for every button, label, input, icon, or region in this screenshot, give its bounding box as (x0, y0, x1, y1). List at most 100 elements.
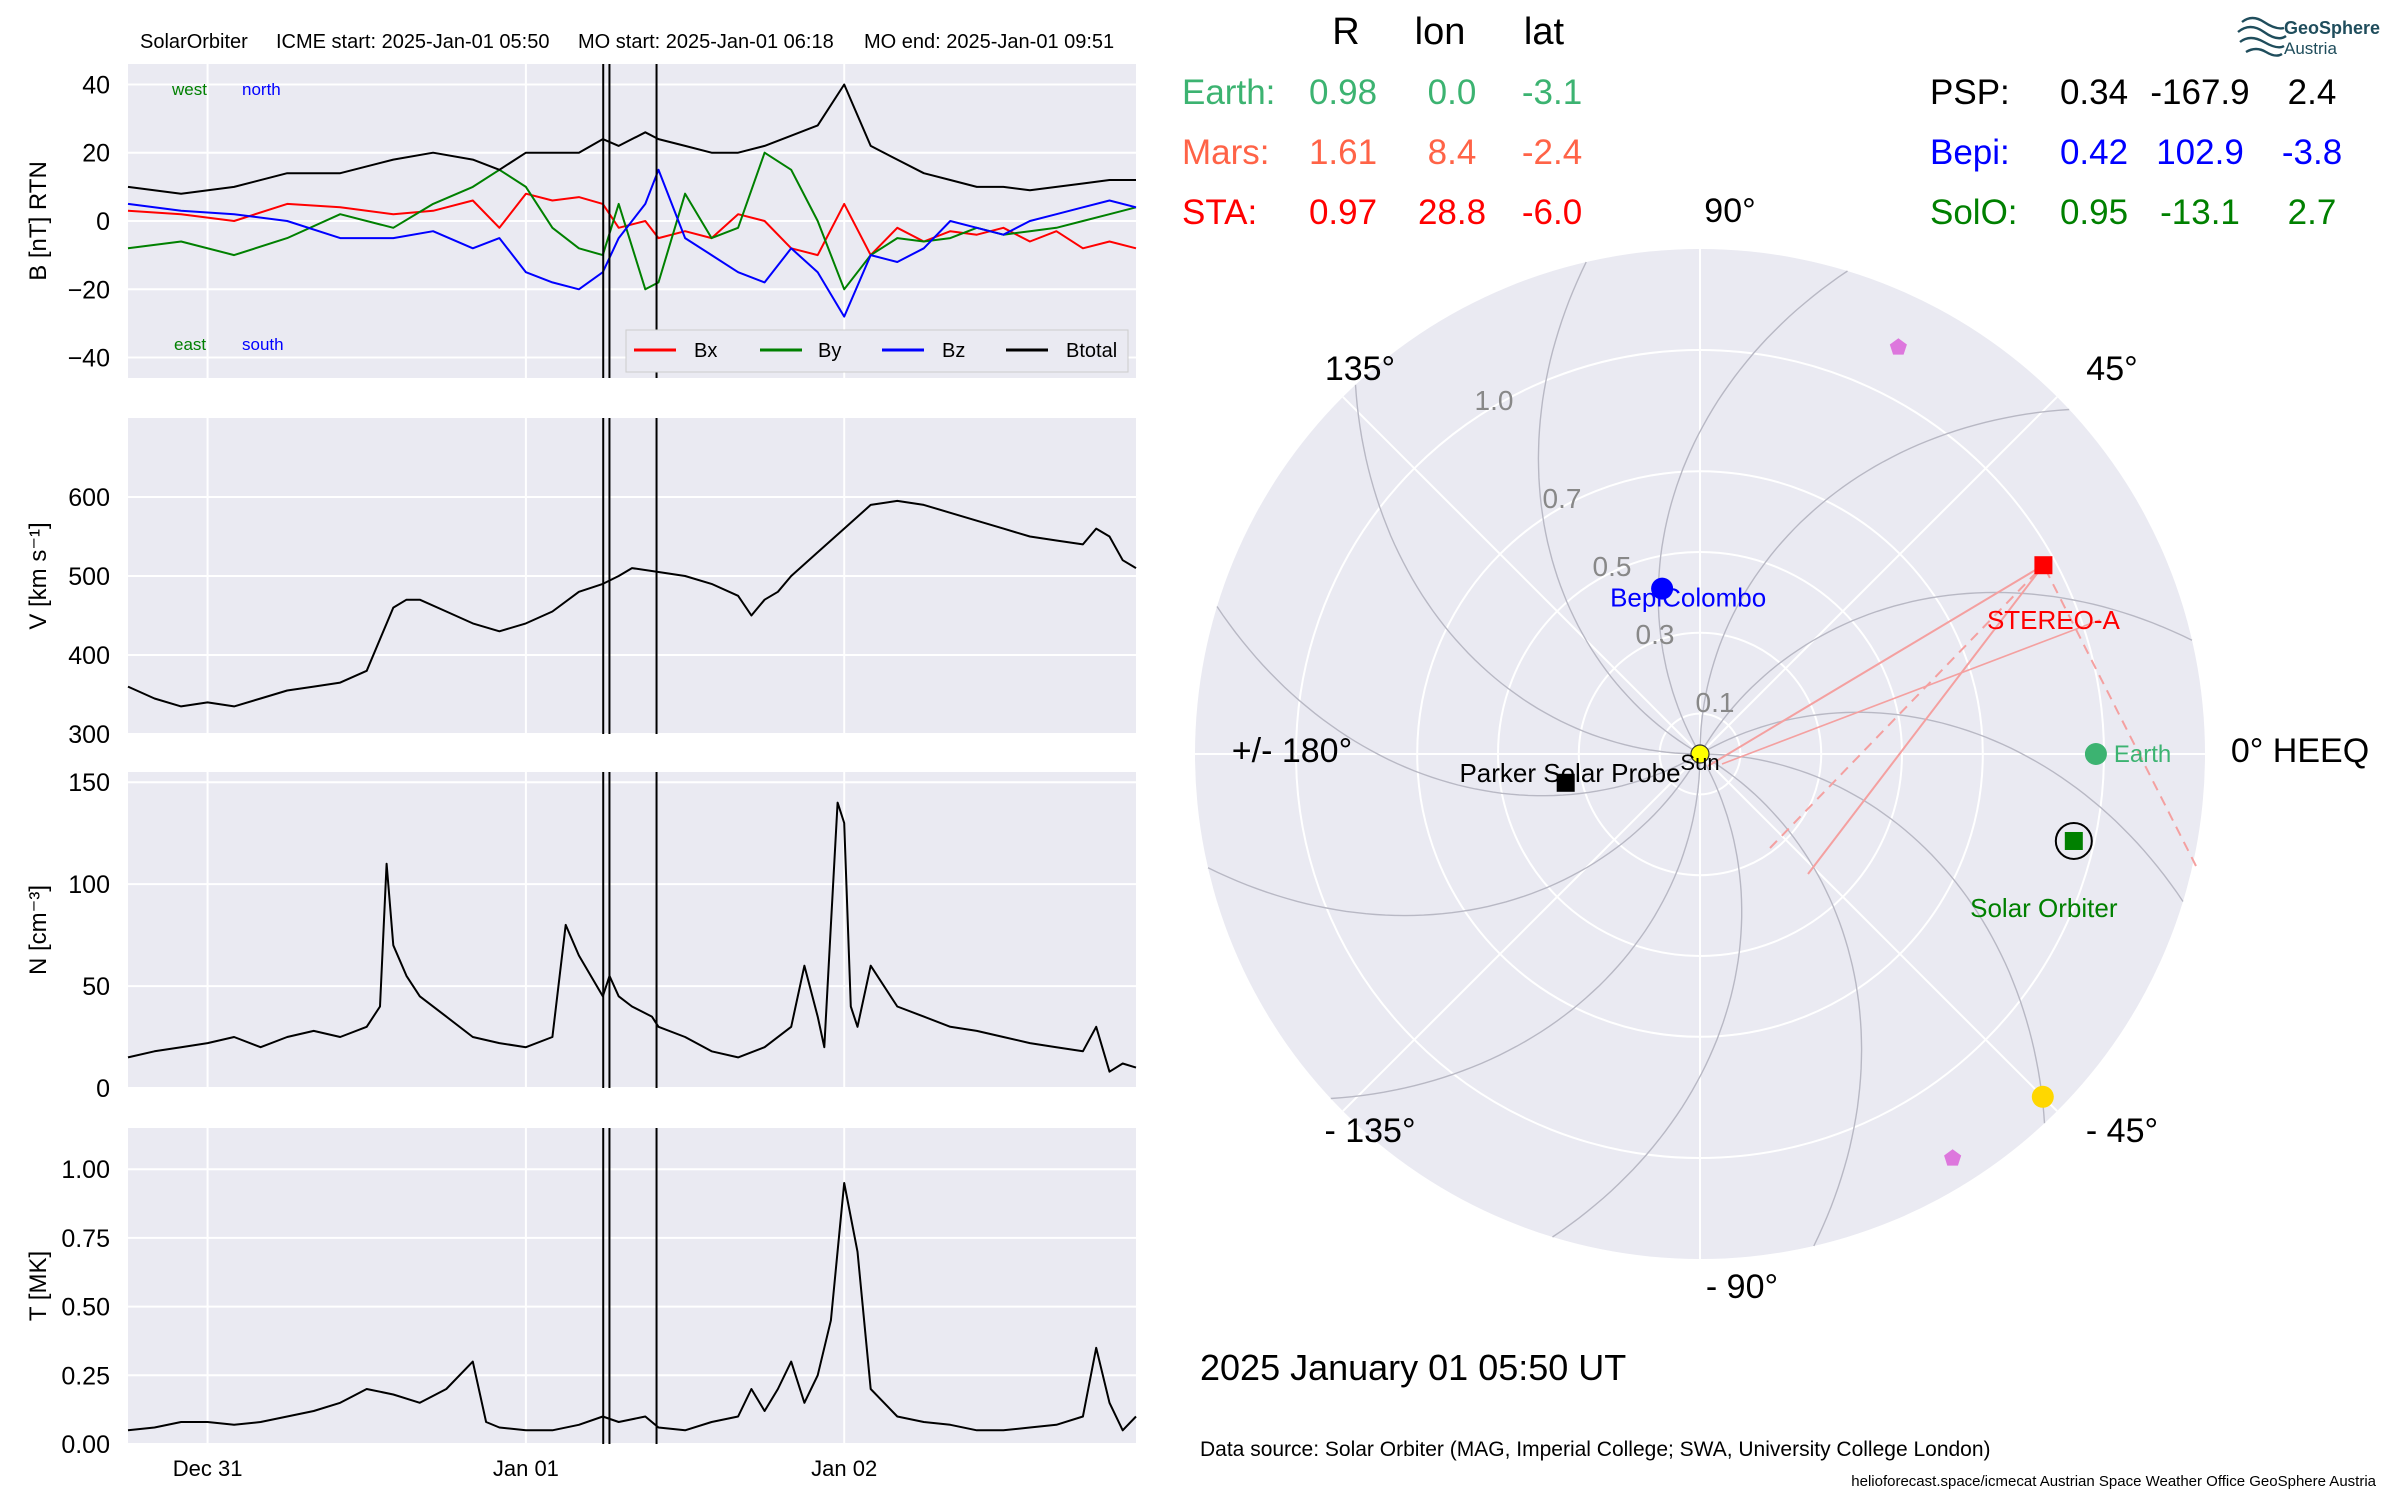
panel-V: 300 400 500 600 V [km s⁻¹] (25, 418, 1137, 749)
angular-gridline (1699, 753, 2058, 1112)
parker-spiral (1699, 753, 2046, 1124)
x-tick-label: Jan 02 (811, 1456, 877, 1481)
y-axis-label: V [km s⁻¹] (25, 522, 52, 629)
mo-start-label: MO start: 2025-Jan-01 06:18 (578, 31, 834, 53)
y-tick-label: 40 (82, 71, 110, 99)
radial-tick-label: 0.3 (1636, 619, 1675, 650)
y-tick-label: 0.75 (61, 1225, 110, 1253)
point-bepicolombo (1651, 577, 1674, 600)
solar-orbiter-ring (2054, 821, 2093, 860)
y-tick-label: 1.00 (61, 1156, 110, 1184)
parker-spiral (1699, 408, 2070, 755)
series-line-n (127, 801, 1137, 1073)
point-solar-orbiter-label: Solar Orbiter (1970, 893, 2118, 923)
row-lon-left: 28.8 (1418, 193, 1486, 232)
row-r-right: 0.95 (2060, 193, 2128, 232)
row-lat-right: 2.7 (2288, 193, 2337, 232)
row-r-left: 0.97 (1309, 193, 1377, 232)
y-tick-label: 300 (68, 721, 110, 749)
parker-spiral (1699, 711, 2184, 902)
row-lon-right: 102.9 (2156, 133, 2244, 172)
parker-spiral (1537, 261, 1701, 755)
row-lat-left: -3.1 (1522, 73, 1582, 112)
logo-line2: Austria (2284, 39, 2337, 58)
angle-label: - 135° (1324, 1112, 1415, 1150)
series-line-v (127, 499, 1137, 708)
panel-T: 0.00 0.25 0.50 0.75 1.00 T [MK] (25, 1128, 1137, 1459)
row-r-right: 0.42 (2060, 133, 2128, 172)
y-tick-label: 0.25 (61, 1362, 110, 1390)
y-tick-label: 0.50 (61, 1294, 110, 1322)
y-tick-label: −40 (68, 345, 110, 373)
table-header-lon: lon (1415, 11, 1466, 53)
row-lon-right: -13.1 (2160, 193, 2240, 232)
series-line-btotal (127, 83, 1136, 195)
point-pink-2 (1944, 1149, 1962, 1166)
point-earth (2084, 743, 2107, 765)
point-sun (1690, 744, 1710, 764)
b-legend: Bx By Bz Btotal (625, 329, 1129, 373)
spacecraft-label: SolarOrbiter (140, 31, 248, 53)
row-name-right: PSP: (1930, 73, 2010, 112)
row-r-left: 0.98 (1309, 73, 1377, 112)
table-header-r: R (1332, 11, 1359, 53)
radial-tick-label: 0.5 (1593, 551, 1632, 582)
row-name-left: Mars: (1182, 133, 1270, 172)
mo-end-label: MO end: 2025-Jan-01 09:51 (864, 31, 1114, 53)
angle-label: - 45° (2086, 1112, 2158, 1150)
polar-plot: 0.1 0.3 0.5 0.7 1.0 0° HEEQ 45° 90° 135° +/- 180°… (1195, 192, 2369, 1306)
row-r-left: 1.61 (1309, 133, 1377, 172)
y-tick-label: 100 (68, 871, 110, 899)
panel-N: 0 50 100 150 N [cm⁻³] (25, 769, 1137, 1103)
parker-spiral (1207, 753, 1701, 917)
row-lat-left: -2.4 (1522, 133, 1582, 172)
south-label: south (242, 335, 284, 354)
y-axis-label: N [cm⁻³] (25, 885, 52, 975)
y-tick-label: 20 (82, 140, 110, 168)
parker-spiral (1699, 591, 2193, 755)
point-pink-1 (1889, 338, 1907, 355)
point-solar-orbiter (2064, 831, 2083, 850)
parker-spiral (1330, 753, 1701, 1100)
parker-spiral (1657, 270, 1848, 755)
legend-label-bx: Bx (694, 340, 717, 362)
y-tick-label: 0 (96, 1075, 110, 1103)
stereo-a-fieldline (1807, 564, 2045, 875)
x-tick-label: Dec 31 (173, 1456, 243, 1481)
row-name-right: Bepi: (1930, 133, 2010, 172)
point-parker-solar-probe-label: Parker Solar Probe (1459, 758, 1680, 788)
row-lon-left: 8.4 (1428, 133, 1477, 172)
y-axis-label: B [nT] RTN (25, 161, 52, 281)
angle-label: +/- 180° (1232, 732, 1352, 770)
row-name-left: STA: (1182, 193, 1257, 232)
x-tick-label: Jan 01 (493, 1456, 559, 1481)
series-line-bz (127, 168, 1137, 318)
angle-label: 90° (1704, 192, 1755, 230)
stereo-a-fieldline-dashed (2042, 564, 2197, 867)
point-bepicolombo-label: BepiColombo (1610, 583, 1766, 613)
y-tick-label: 0 (96, 208, 110, 236)
sun-fieldline (1721, 619, 2101, 765)
stereo-a-fieldline (1707, 564, 2044, 767)
radial-tick-label: 0.7 (1543, 483, 1582, 514)
angle-label: 45° (2086, 350, 2137, 388)
angular-gridline (1699, 396, 2058, 755)
point-earth-label: Earth (2114, 741, 2171, 768)
angle-label: 135° (1325, 350, 1395, 388)
radial-tick-label: 0.1 (1696, 687, 1735, 718)
table-header-lat: lat (1524, 11, 1565, 53)
angular-gridline (1342, 396, 1701, 755)
data-source-label: Data source: Solar Orbiter (MAG, Imperia… (1200, 1438, 1991, 1461)
y-tick-label: 150 (68, 769, 110, 797)
point-stereo-a-label: STEREO-A (1987, 605, 2121, 635)
y-tick-label: 400 (68, 642, 110, 670)
panel-background (128, 1128, 1136, 1444)
angular-gridline (1342, 753, 1701, 1112)
logo-mark-icon (2237, 16, 2287, 57)
row-name-right: SolO: (1930, 193, 2018, 232)
y-tick-label: 50 (82, 973, 110, 1001)
y-axis-label: T [MK] (25, 1251, 52, 1321)
point-parker-solar-probe (1556, 773, 1575, 792)
